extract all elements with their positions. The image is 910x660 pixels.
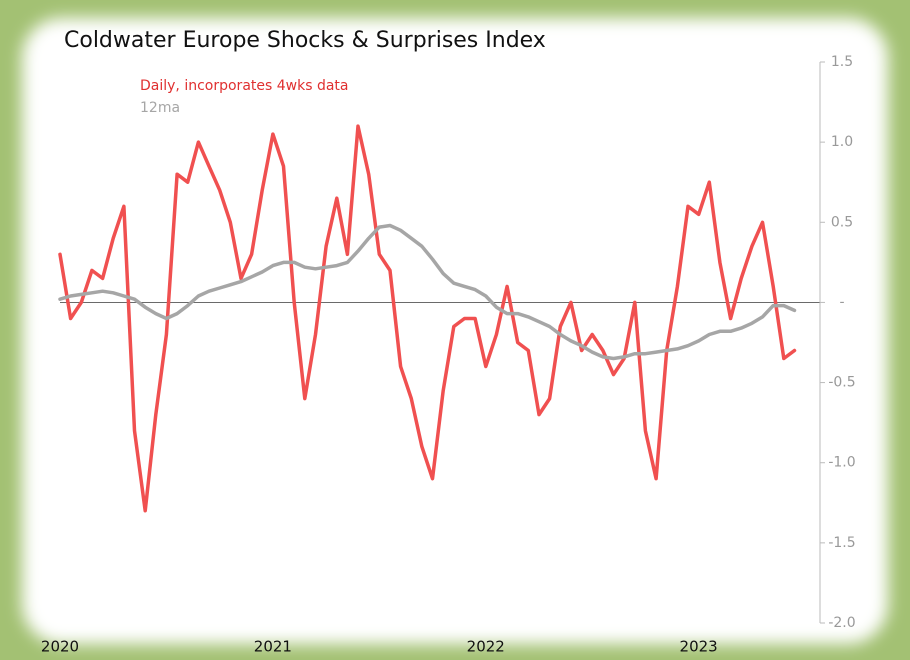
y-tick-label: -1.5 xyxy=(828,535,855,551)
x-tick-label: 2022 xyxy=(467,638,505,656)
y-tick-label: 1.5 xyxy=(831,54,853,70)
y-tick-label: 1.0 xyxy=(831,134,853,150)
y-tick-label: -0.5 xyxy=(828,375,855,391)
y-tick-label: - xyxy=(839,294,844,310)
series-line xyxy=(58,124,797,513)
legend-entry: Daily, incorporates 4wks data xyxy=(140,78,348,94)
y-tick-label: 0.5 xyxy=(831,214,853,230)
series-line xyxy=(58,223,797,361)
plot-area xyxy=(60,62,820,623)
y-tick-label: -2.0 xyxy=(828,615,855,631)
legend-entry: 12ma xyxy=(140,100,180,116)
x-tick-label: 2021 xyxy=(254,638,292,656)
x-tick-label: 2020 xyxy=(41,638,79,656)
y-tick-label: -1.0 xyxy=(828,455,855,471)
chart-title: Coldwater Europe Shocks & Surprises Inde… xyxy=(64,28,546,53)
x-tick-label: 2023 xyxy=(680,638,718,656)
